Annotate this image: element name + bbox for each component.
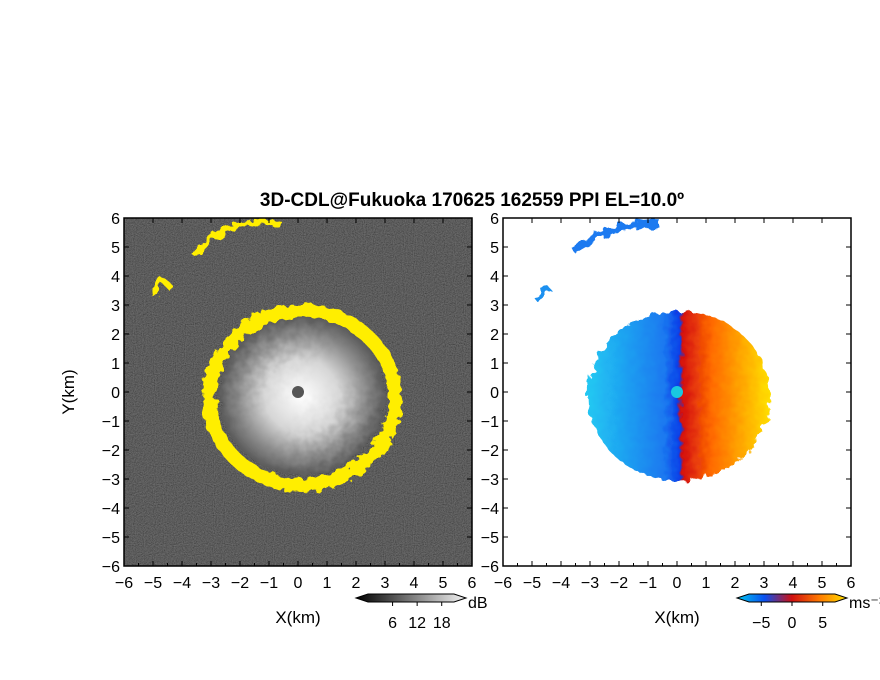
x-tick-label: 1 (323, 575, 332, 592)
velocity-arc-0 (570, 220, 660, 253)
y-tick-label: 0 (490, 385, 499, 402)
x-tick-label: 5 (818, 575, 827, 592)
x-tick-label: −5 (523, 575, 541, 592)
x-tick-label: −2 (231, 575, 249, 592)
y-tick-label: 2 (490, 327, 499, 344)
radial-velocity-plot-area (503, 218, 851, 566)
y-tick-label: −6 (481, 559, 499, 576)
x-tick-label: −6 (494, 575, 512, 592)
radar-center-marker (671, 386, 683, 398)
y-tick-label: 5 (111, 240, 120, 257)
y-tick-label: −3 (481, 472, 499, 489)
x-tick-label: 4 (789, 575, 798, 592)
y-tick-label: −2 (102, 443, 120, 460)
x-tick-label: −2 (610, 575, 628, 592)
x-tick-label: 3 (760, 575, 769, 592)
echo-intensity-colorbar: 6 12 18 dB (354, 593, 488, 632)
x-tick-label: 2 (352, 575, 361, 592)
y-tick-label: −4 (102, 501, 120, 518)
y-tick-label: −1 (481, 414, 499, 431)
y-tick-label: −5 (102, 530, 120, 547)
y-tick-label: 1 (111, 356, 120, 373)
x-tick-label: −1 (639, 575, 657, 592)
y-tick-label: 6 (490, 211, 499, 228)
colorbar-tick-label: −5 (752, 615, 770, 632)
x-tick-label: 0 (673, 575, 682, 592)
y-tick-label: −3 (102, 472, 120, 489)
x-tick-label: −5 (144, 575, 162, 592)
y-tick-label: −6 (102, 559, 120, 576)
x-tick-label: 6 (468, 575, 477, 592)
x-axis-label: X(km) (275, 608, 320, 627)
radial-velocity-panel: −6 −5 −4 −3 −2 −1 0 1 2 3 4 5 6 −6 −5 −4 −3 −2 −1 0 1 2 3 4 5 6 X(… (481, 211, 880, 632)
echo-intensity-plot-area (124, 218, 472, 566)
x-tick-label: 1 (702, 575, 711, 592)
colorbar-unit-label: ms⁻¹ (849, 595, 880, 612)
x-tick-label: 5 (439, 575, 448, 592)
x-tick-label: −4 (173, 575, 191, 592)
y-tick-label: 4 (111, 269, 120, 286)
y-tick-label: −2 (481, 443, 499, 460)
colorbar-tick-label: 5 (818, 615, 827, 632)
x-tick-label: −6 (115, 575, 133, 592)
colorbar-tick-label: 6 (388, 615, 397, 632)
y-tick-label: 2 (111, 327, 120, 344)
colorbar-tick-label: 12 (408, 615, 426, 632)
echo-intensity-panel: −6 −5 −4 −3 −2 −1 0 1 2 3 4 5 6−6−5−4−3−2−10123456X(… (59, 211, 488, 632)
x-tick-label: 6 (847, 575, 856, 592)
y-tick-label: 3 (111, 298, 120, 315)
chart-title: 3D-CDL@Fukuoka 170625 162559 PPI EL=10.0… (260, 190, 684, 211)
y-tick-label: −1 (102, 414, 120, 431)
radar-center-marker (292, 386, 304, 398)
colorbar-tick-label: 0 (788, 615, 797, 632)
x-tick-label: −3 (202, 575, 220, 592)
radial-velocity-colorbar: −5 0 5 ms⁻¹ (735, 593, 880, 632)
y-tick-label: 1 (490, 356, 499, 373)
x-tick-label: 3 (381, 575, 390, 592)
x-tick-label: −1 (260, 575, 278, 592)
x-tick-label: 2 (731, 575, 740, 592)
x-tick-label: −3 (581, 575, 599, 592)
y-axis-label: Y(km) (59, 369, 78, 414)
velocity-arc-1 (533, 285, 552, 302)
y-tick-label: −5 (481, 530, 499, 547)
saturated-echo-ring (202, 304, 402, 492)
colorbar-bar (354, 593, 468, 603)
colorbar-bar (735, 593, 849, 603)
y-tick-label: 5 (490, 240, 499, 257)
x-tick-label: 4 (410, 575, 419, 592)
colorbar-unit-label: dB (468, 595, 488, 612)
x-axis-label: X(km) (654, 608, 699, 627)
y-tick-label: 3 (490, 298, 499, 315)
x-tick-label: −4 (552, 575, 570, 592)
y-tick-label: 0 (111, 385, 120, 402)
y-tick-label: 6 (111, 211, 120, 228)
echo-arc-1 (152, 276, 173, 297)
x-tick-label: 0 (294, 575, 303, 592)
colorbar-tick-label: 18 (433, 615, 451, 632)
y-tick-label: 4 (490, 269, 499, 286)
y-tick-label: −4 (481, 501, 499, 518)
